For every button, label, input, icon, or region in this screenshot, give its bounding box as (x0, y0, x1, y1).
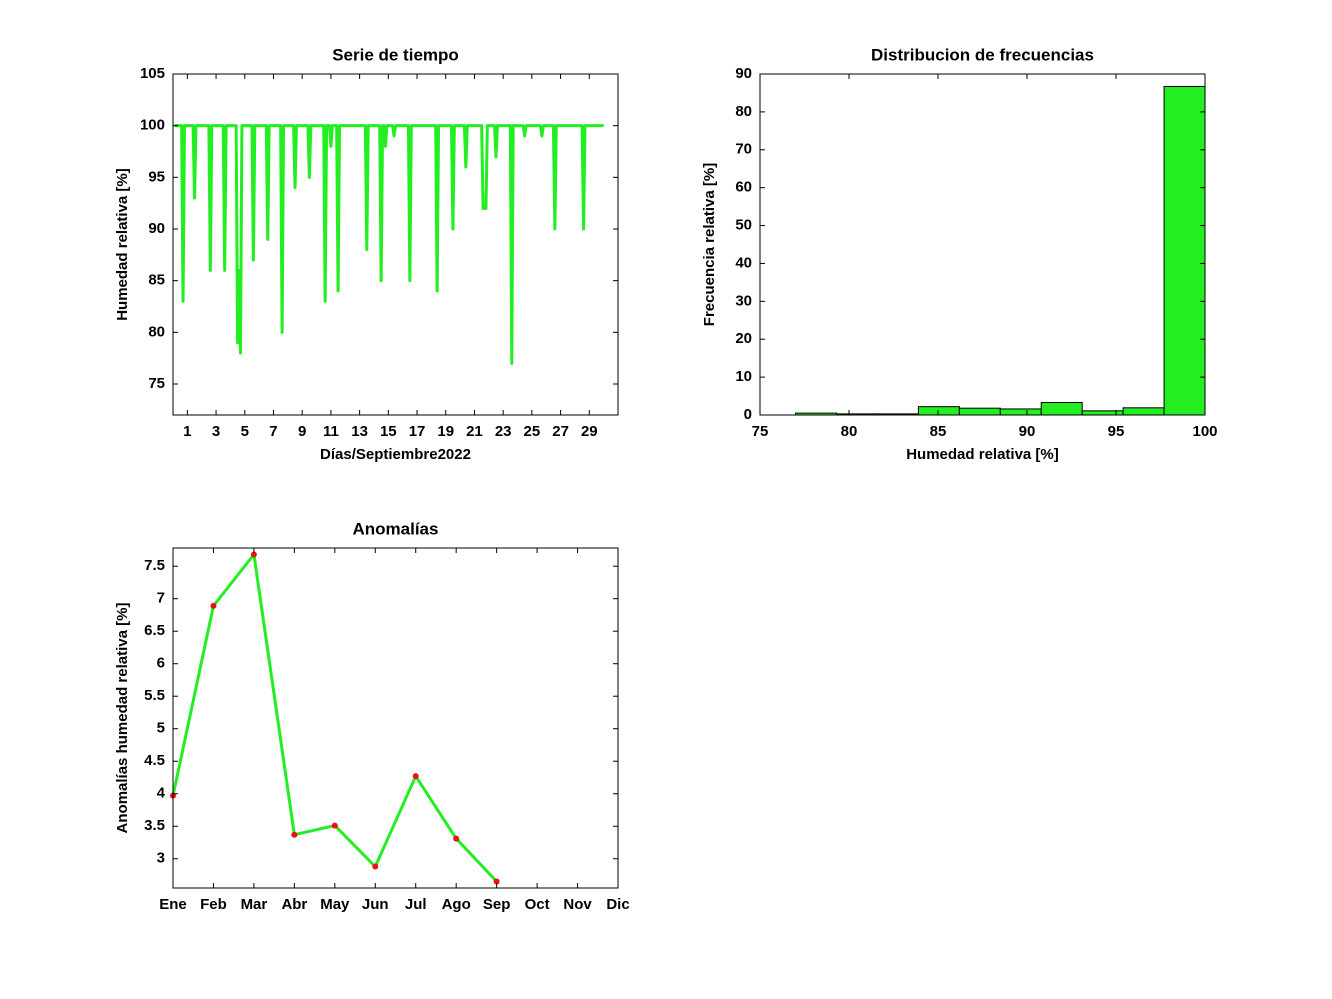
x-tick-label: 19 (437, 423, 454, 440)
y-tick-label: 10 (735, 368, 752, 385)
plot-frame (172, 547, 619, 889)
x-tick-label: 27 (552, 423, 569, 440)
histogram-bar (958, 407, 1001, 416)
x-tick-label: Dic (606, 896, 629, 913)
x-tick-label: 90 (1019, 423, 1036, 440)
histogram-bar (1040, 401, 1083, 416)
chart-title: Serie de tiempo (332, 45, 459, 64)
y-tick-label: 7.5 (144, 557, 165, 574)
y-tick-label: 20 (735, 330, 752, 347)
y-tick-label: 6.5 (144, 622, 165, 639)
histogram-bar (999, 408, 1042, 416)
data-point (412, 773, 419, 780)
y-tick-label: 30 (735, 292, 752, 309)
y-tick-label: 70 (735, 141, 752, 158)
x-axis-label: Humedad relativa [%] (906, 446, 1059, 463)
x-tick-label: 75 (752, 423, 769, 440)
y-tick-label: 4 (157, 785, 166, 802)
y-tick-label: 4.5 (144, 752, 165, 769)
x-tick-label: Oct (525, 896, 550, 913)
y-tick-label: 75 (148, 375, 165, 392)
y-tick-label: 90 (148, 220, 165, 237)
x-tick-label: Abr (281, 896, 307, 913)
y-tick-label: 50 (735, 217, 752, 234)
histogram-bar (1081, 410, 1124, 416)
y-tick-label: 3 (157, 850, 165, 867)
x-tick-label: 25 (524, 423, 541, 440)
x-tick-label: Nov (563, 896, 592, 913)
y-tick-label: 5 (157, 720, 165, 737)
y-tick-label: 5.5 (144, 687, 165, 704)
x-tick-label: 9 (298, 423, 306, 440)
plot-frame (759, 73, 1206, 416)
y-tick-label: 90 (735, 65, 752, 82)
x-tick-label: Sep (483, 896, 511, 913)
y-tick-label: 95 (148, 168, 165, 185)
y-tick-label: 100 (140, 117, 165, 134)
y-tick-label: 105 (140, 65, 165, 82)
x-tick-label: 7 (269, 423, 277, 440)
y-axis-label: Anomalías humedad relativa [%] (114, 603, 131, 834)
x-tick-label: 23 (495, 423, 512, 440)
y-tick-label: 60 (735, 179, 752, 196)
x-tick-label: Ago (442, 896, 471, 913)
y-tick-label: 3.5 (144, 817, 165, 834)
data-line (174, 124, 604, 365)
histogram-bar (1122, 407, 1165, 416)
x-tick-label: 95 (1108, 423, 1125, 440)
y-axis-label: Humedad relativa [%] (114, 168, 131, 321)
chart-title: Distribucion de frecuencias (871, 45, 1094, 64)
x-axis-label: Días/Septiembre2022 (320, 446, 471, 463)
data-point (291, 831, 298, 838)
y-tick-label: 40 (735, 254, 752, 271)
data-point (210, 602, 217, 609)
histogram-bar (1163, 86, 1206, 416)
x-tick-label: 13 (351, 423, 368, 440)
x-tick-label: Ene (159, 896, 187, 913)
chart-title: Anomalías (353, 519, 439, 538)
x-tick-label: 85 (930, 423, 947, 440)
x-tick-label: 3 (212, 423, 220, 440)
y-tick-label: 85 (148, 272, 165, 289)
x-tick-label: Jul (405, 896, 427, 913)
x-tick-label: Feb (200, 896, 227, 913)
histogram-bar (917, 406, 960, 416)
data-point (331, 822, 338, 829)
y-axis-label: Frecuencia relativa [%] (701, 163, 718, 326)
plot-frame (172, 73, 619, 416)
x-tick-label: 5 (241, 423, 249, 440)
x-tick-label: 100 (1192, 423, 1217, 440)
y-tick-label: 7 (157, 590, 165, 607)
data-point (372, 863, 379, 870)
x-tick-label: Mar (241, 896, 268, 913)
x-tick-label: 29 (581, 423, 598, 440)
x-tick-label: 1 (183, 423, 191, 440)
y-tick-label: 80 (735, 103, 752, 120)
y-tick-label: 0 (744, 406, 752, 423)
x-tick-label: Jun (362, 896, 389, 913)
data-point (493, 878, 500, 885)
x-tick-label: May (320, 896, 350, 913)
y-tick-label: 80 (148, 323, 165, 340)
x-tick-label: 15 (380, 423, 397, 440)
x-tick-label: 17 (409, 423, 426, 440)
data-point (250, 551, 257, 558)
data-point (453, 835, 460, 842)
y-tick-label: 6 (157, 655, 165, 672)
x-tick-label: 21 (466, 423, 483, 440)
data-line (171, 553, 498, 883)
x-tick-label: 80 (841, 423, 858, 440)
x-tick-label: 11 (323, 423, 339, 440)
